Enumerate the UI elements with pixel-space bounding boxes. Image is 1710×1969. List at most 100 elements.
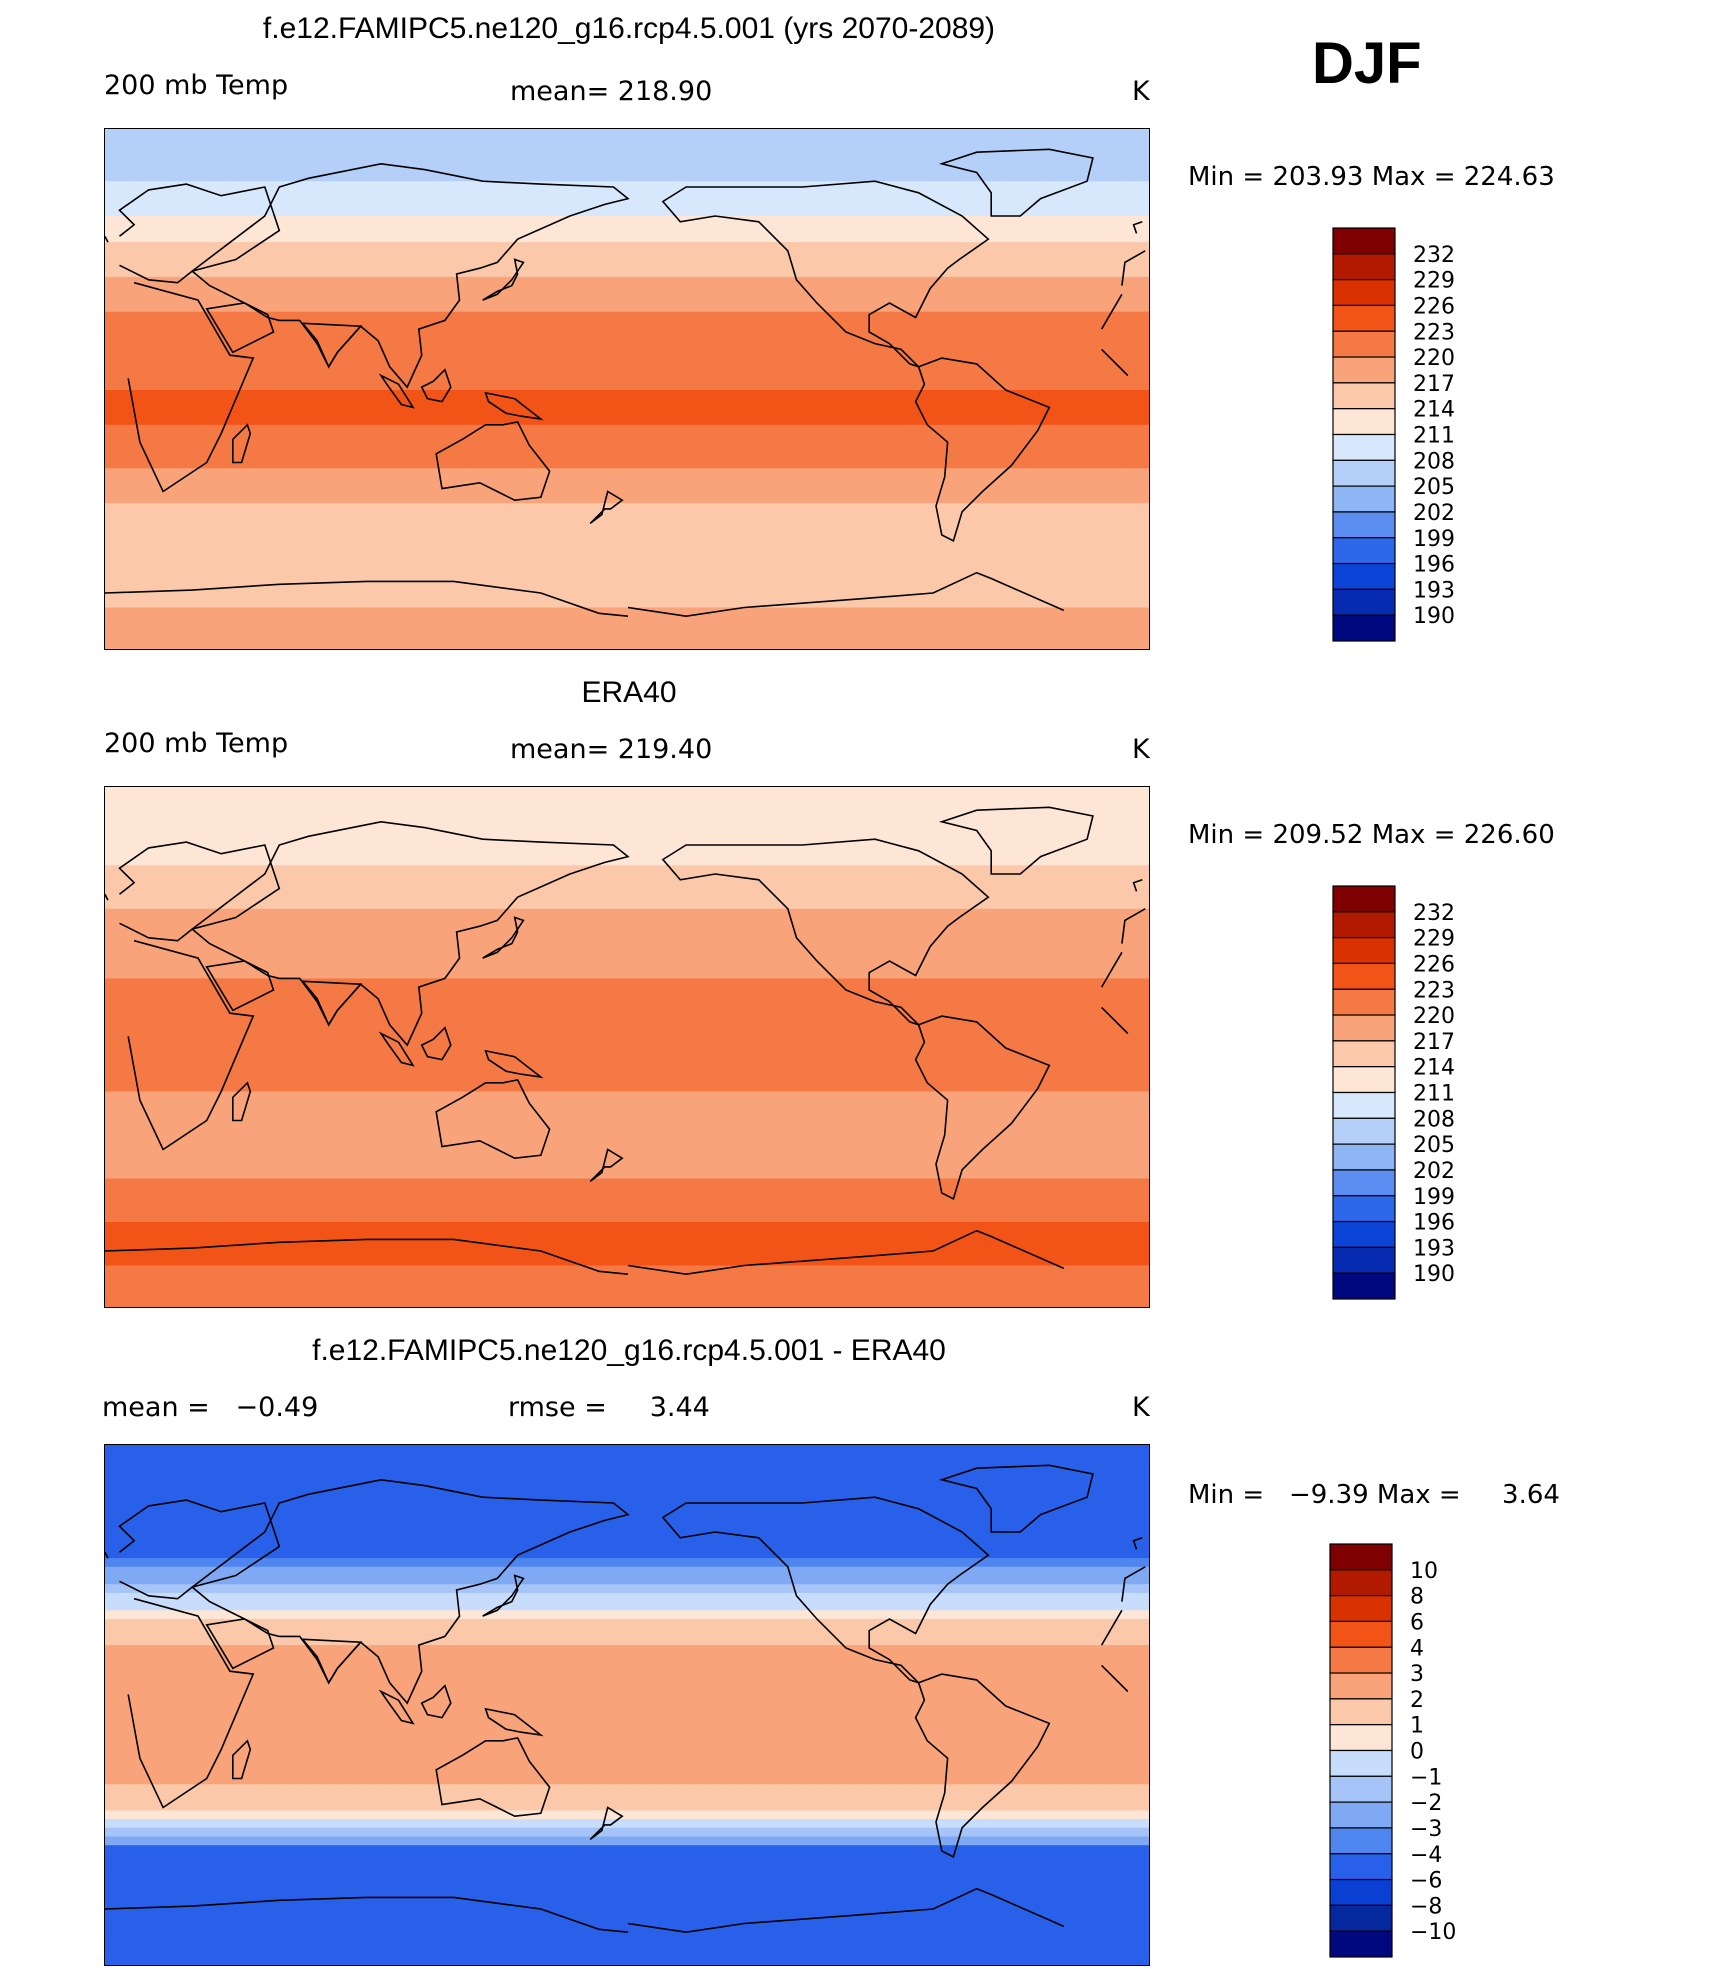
- coastline-australia: [435, 1736, 551, 1818]
- colorbar-tick-label: 223: [1413, 320, 1455, 345]
- contour-band: [105, 908, 1149, 919]
- contour-band: [105, 146, 1149, 156]
- contour-band: [105, 1958, 1149, 1965]
- coastline-europe: [118, 1499, 281, 1600]
- contour-band: [105, 1836, 1149, 1846]
- panel3-rmse-label: rmse = 3.44: [508, 1392, 710, 1423]
- colorbar-box: [1332, 1014, 1396, 1042]
- colorbar-box: [1332, 279, 1396, 307]
- contour-band: [105, 137, 1149, 147]
- coastline-japan: [482, 258, 525, 301]
- coastline-madagascar: [232, 1081, 252, 1122]
- colorbar-tick-label: −3: [1410, 1817, 1442, 1842]
- colorbar-tick-label: 226: [1413, 294, 1455, 319]
- contour-band: [105, 372, 1149, 382]
- contour-band: [105, 129, 1149, 139]
- colorbar-tick-label: 229: [1413, 269, 1455, 294]
- contour-band: [105, 1671, 1149, 1681]
- colorbar-tick-label: 223: [1413, 978, 1455, 1003]
- coastlines: [105, 1464, 1146, 1934]
- colorbar-box: [1332, 1169, 1396, 1197]
- contour-band: [105, 1645, 1149, 1655]
- coastline-australia: [435, 420, 551, 502]
- contour-band: [105, 468, 1149, 478]
- panel1-map: [104, 128, 1150, 650]
- contour-band: [105, 1204, 1149, 1214]
- panel1-mean-label: mean= 218.90: [510, 76, 713, 107]
- contour-band: [105, 1100, 1149, 1110]
- colorbar-tick-label: 208: [1413, 1107, 1455, 1132]
- colorbar-box: [1332, 885, 1396, 913]
- contour-band: [105, 1152, 1149, 1162]
- contour-band: [105, 555, 1149, 565]
- contour-band: [105, 961, 1149, 971]
- colorbar-tick-label: 196: [1413, 553, 1455, 578]
- contour-band: [105, 1082, 1149, 1093]
- contour-band: [105, 1940, 1149, 1951]
- coastline-britain: [1132, 879, 1143, 892]
- coastline-antarctica: [105, 1238, 629, 1275]
- panel1-colorbar: 232 229 226 223 220 217 214 211 208 205 202 199 196 1…: [1332, 227, 1473, 643]
- colorbar-tick-label: 190: [1413, 1262, 1455, 1287]
- colorbar-box: [1332, 1091, 1396, 1119]
- contour-band: [105, 311, 1149, 321]
- panel3-mean-label: mean = −0.49: [102, 1392, 319, 1423]
- colorbar-tick-label: 202: [1413, 501, 1455, 526]
- contour-band: [105, 1949, 1149, 1959]
- coastline-japan: [482, 916, 525, 959]
- season-label: DJF: [1312, 31, 1422, 96]
- colorbar-tick-label: 193: [1413, 1236, 1455, 1261]
- colorbar-tick-label: 220: [1413, 346, 1455, 371]
- contour-band: [105, 1514, 1149, 1524]
- colorbar-tick-label: 217: [1413, 1030, 1455, 1055]
- contour-band: [105, 952, 1149, 962]
- contour-band: [105, 1888, 1149, 1898]
- colorbar-box: [1329, 1749, 1393, 1777]
- panel1-title: f.e12.FAMIPC5.ne120_g16.rcp4.5.001 (yrs …: [262, 12, 996, 45]
- coastline-namerica: [661, 838, 990, 1026]
- colorbar-tick-label: 220: [1413, 1004, 1455, 1029]
- colorbar-tick-label: 202: [1413, 1159, 1455, 1184]
- contour-band: [105, 1021, 1149, 1032]
- coastline-sumatra: [378, 373, 415, 409]
- contour-band: [105, 459, 1149, 469]
- contour-band: [105, 1135, 1149, 1145]
- coastline-greenland: [938, 148, 1094, 217]
- contour-band: [105, 224, 1149, 234]
- contour-band: [105, 1222, 1149, 1232]
- colorbar-box: [1329, 1853, 1393, 1881]
- colorbar-box: [1332, 911, 1396, 939]
- contour-band: [105, 1688, 1149, 1698]
- contour-band: [105, 1291, 1149, 1301]
- colorbar-tick-label: 196: [1413, 1211, 1455, 1236]
- coastline-africa: [1100, 293, 1123, 330]
- colorbar-tick-label: −10: [1410, 1920, 1456, 1945]
- coastline-britain: [105, 893, 109, 901]
- contour-band: [105, 546, 1149, 556]
- contour-band: [105, 1775, 1149, 1785]
- contour-band: [105, 900, 1149, 910]
- contour-band: [105, 787, 1149, 797]
- coastline-britain: [105, 235, 109, 243]
- contour-band: [105, 1819, 1149, 1829]
- contour-band: [105, 1248, 1149, 1258]
- colorbar-tick-label: 217: [1413, 372, 1455, 397]
- coastline-namerica: [661, 1496, 990, 1684]
- contour-band: [105, 1117, 1149, 1127]
- colorbar-tick-label: −1: [1410, 1765, 1442, 1790]
- colorbar-tick-label: 211: [1413, 424, 1455, 449]
- contour-band: [105, 1065, 1149, 1075]
- contour-band: [105, 529, 1149, 539]
- colorbar-box: [1332, 537, 1396, 565]
- colorbar-box: [1332, 614, 1396, 642]
- contour-band: [105, 268, 1149, 278]
- coastline-europe: [1121, 1566, 1146, 1602]
- contour-band: [105, 1462, 1149, 1472]
- panel2-title: ERA40: [581, 676, 677, 709]
- contour-band: [105, 242, 1149, 252]
- coastline-europe: [118, 183, 281, 284]
- contour-band: [105, 1732, 1149, 1742]
- contour-band: [105, 477, 1149, 487]
- contour-band: [105, 1653, 1149, 1664]
- contour-band: [105, 1453, 1149, 1463]
